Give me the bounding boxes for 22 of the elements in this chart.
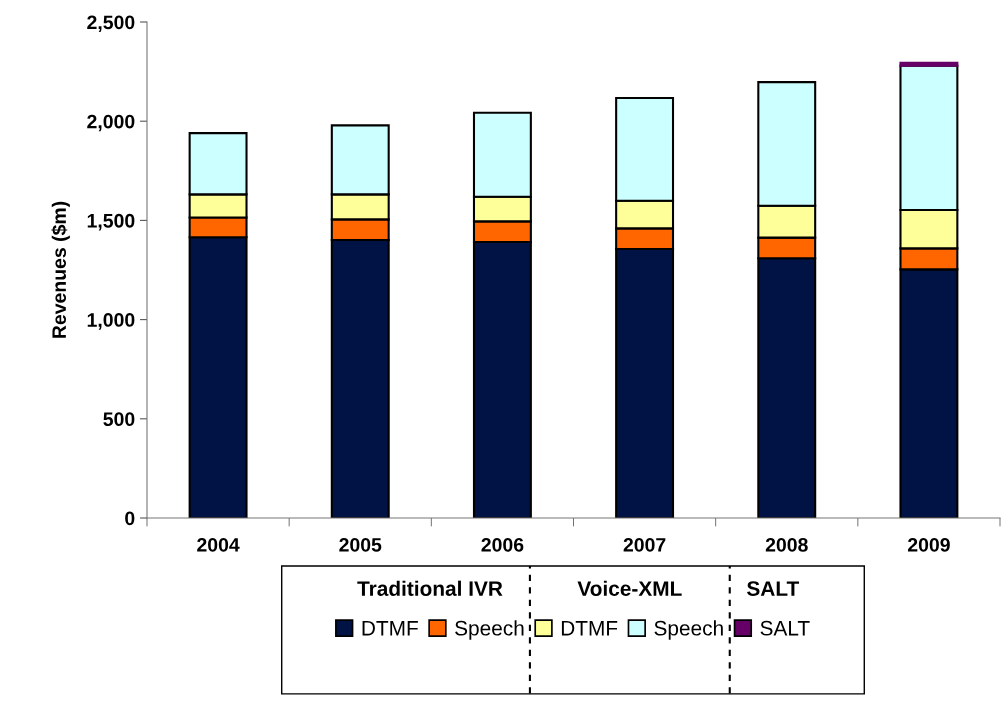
y-axis-title: Revenues ($m) (51, 201, 70, 338)
text: Traditional IVR (357, 580, 503, 596)
y-tick-label: 2,500 (87, 15, 135, 33)
x-tick-label: 2006 (481, 537, 524, 552)
y-tick-label: 0 (125, 511, 135, 526)
legend-label: DTMF (561, 621, 618, 636)
y-tick-label: 2,000 (87, 114, 135, 132)
bar (899, 61, 959, 67)
y-tick-label: 500 (103, 412, 135, 427)
x-tick-label: 2008 (765, 537, 808, 552)
x-tick-label: 2004 (197, 537, 240, 552)
x-tick-label: 2009 (907, 537, 950, 552)
text: Voice-XML (577, 580, 682, 596)
text: SALT (747, 581, 800, 596)
legend-label: Speech (455, 620, 524, 640)
x-tick-label: 2005 (339, 537, 382, 552)
legend-label: Speech (654, 620, 723, 640)
y-tick-label: 1,500 (87, 213, 135, 231)
legend-label: DTMF (362, 621, 418, 636)
y-tick-label: 1,000 (87, 313, 135, 330)
legend-label: SALT (760, 620, 810, 636)
x-tick-label: 2007 (623, 537, 666, 552)
